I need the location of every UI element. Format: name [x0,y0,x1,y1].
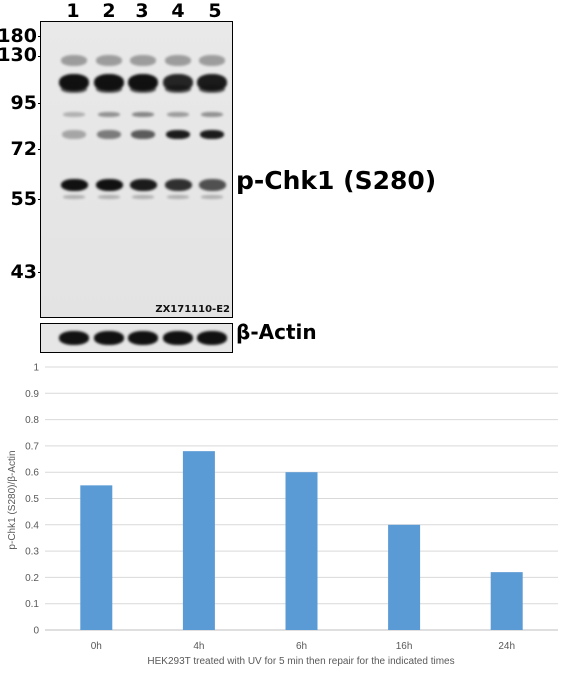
band-72kda [131,129,155,139]
lane-number-1: 1 [66,0,80,22]
band-72kda [200,129,224,139]
y-tick-label: 0.4 [25,520,39,531]
band-faint [130,85,156,93]
band-p-chk1 [60,179,88,191]
band-upper [199,54,225,66]
band-faint [165,85,191,93]
band-faint [167,111,189,117]
y-tick-label: 1 [33,363,39,374]
band-upper [96,54,122,66]
x-axis-ticks: 0h 4h 6h 16h 24h [91,641,515,652]
band-faint [132,195,154,199]
marker-95: 95 [10,92,37,114]
band-p-chk1 [95,179,123,191]
lane-number-4: 4 [171,0,185,22]
band-faint [63,111,85,117]
band-faint [199,85,225,93]
band-faint [132,111,154,117]
band-faint [167,195,189,199]
x-tick-label: 6h [296,641,307,652]
marker-130: 130 [0,44,37,66]
marker-72: 72 [10,138,37,160]
marker-180: 180 [0,25,37,47]
y-tick-label: 0.2 [25,573,39,584]
beta-actin-blot-membrane [40,323,233,353]
band-72kda [62,129,86,139]
bar-series [80,451,523,630]
band-upper [165,54,191,66]
band-upper [61,54,87,66]
p-chk1-blot-membrane: ZX171110-E2 [40,21,233,318]
y-tick-label: 0.6 [25,468,39,479]
band-beta-actin [94,331,124,345]
y-axis-ticks: 0 0.1 0.2 0.3 0.4 0.5 0.6 0.7 0.8 0.9 1 [25,363,39,637]
loading-control-label: β-Actin [236,320,317,344]
x-tick-label: 0h [91,641,102,652]
y-tick-label: 0 [33,626,39,637]
y-tick-label: 0.5 [25,494,39,505]
x-axis-title: HEK293T treated with UV for 5 min then r… [147,656,454,667]
y-axis-title: p-Chk1 (S280)/β-Actin [7,450,18,549]
bar-4h [182,451,215,630]
bar-0h [80,485,113,630]
band-faint [98,195,120,199]
y-tick-label: 0.3 [25,547,39,558]
bar-6h [285,472,318,630]
band-faint [98,111,120,117]
lane-number-5: 5 [208,0,222,22]
marker-43: 43 [10,261,37,283]
target-protein-label: p-Chk1 (S280) [236,166,437,195]
band-faint [201,111,223,117]
y-tick-label: 0.7 [25,441,39,452]
band-beta-actin [197,331,227,345]
bar-24h [490,572,523,630]
y-tick-label: 0.1 [25,599,39,610]
band-upper [130,54,156,66]
x-tick-label: 24h [498,641,515,652]
bar-16h [388,524,421,630]
band-p-chk1 [198,179,226,191]
band-faint [61,85,87,93]
lane-number-3: 3 [135,0,149,22]
band-faint [201,195,223,199]
band-72kda [97,129,121,139]
band-faint [63,195,85,199]
band-beta-actin [59,331,89,345]
y-tick-label: 0.9 [25,389,39,400]
lane-number-2: 2 [102,0,116,22]
x-tick-label: 16h [396,641,413,652]
band-72kda [166,129,190,139]
band-p-chk1 [164,179,192,191]
band-p-chk1 [129,179,157,191]
y-tick-label: 0.8 [25,415,39,426]
band-beta-actin [163,331,193,345]
band-faint [96,85,122,93]
antibody-code: ZX171110-E2 [155,304,230,315]
band-beta-actin [128,331,158,345]
marker-55: 55 [10,188,37,210]
quantification-bar-chart: 0 0.1 0.2 0.3 0.4 0.5 0.6 0.7 0.8 0.9 1 0h 4h 6h 16h 2… [7,363,558,667]
x-tick-label: 4h [193,641,204,652]
